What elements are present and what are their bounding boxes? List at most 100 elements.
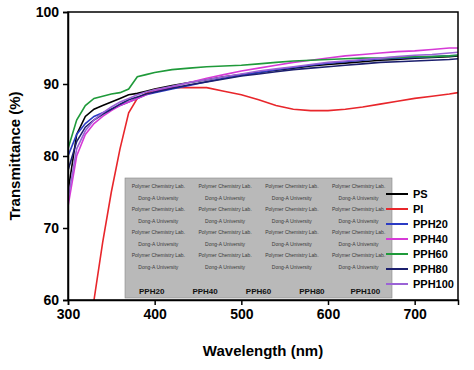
legend: PS PI PPH20 PPH40 PPH60 PPH80 PPH100 xyxy=(386,188,454,290)
inset-text: Dong-A University xyxy=(339,241,380,247)
series-line xyxy=(68,59,458,171)
legend-label: PPH100 xyxy=(413,278,454,290)
tick-mark xyxy=(154,300,156,305)
tick-label: 300 xyxy=(57,306,81,322)
tick: 400 xyxy=(143,300,167,322)
tick-label: 90 xyxy=(43,76,59,92)
inset-text: Dong-A University xyxy=(138,195,179,201)
inset-label: PPH40 xyxy=(192,287,218,296)
inset-text: Polymer Chemistry Lab. xyxy=(198,252,251,258)
tick-label: 60 xyxy=(43,292,59,308)
legend-label: PPH80 xyxy=(413,263,448,275)
axis-line xyxy=(63,13,69,301)
inset-text: Polymer Chemistry Lab. xyxy=(198,183,251,189)
inset-text: Dong-A University xyxy=(339,218,380,224)
inset-text: Polymer Chemistry Lab. xyxy=(265,229,318,235)
inset-label: PPH60 xyxy=(246,287,272,296)
tick-label: 500 xyxy=(230,306,254,322)
legend-swatch xyxy=(386,223,408,225)
tick-mark xyxy=(63,12,68,14)
legend-label: PI xyxy=(413,203,423,215)
tick: 60 xyxy=(43,292,68,308)
inset-text: Dong-A University xyxy=(205,264,246,270)
legend-label: PPH60 xyxy=(413,248,448,260)
inset-text: Polymer Chemistry Lab. xyxy=(332,229,385,235)
tick-label: 80 xyxy=(43,148,59,164)
inset-text: Dong-A University xyxy=(339,264,380,270)
inset-text: Polymer Chemistry Lab. xyxy=(132,229,185,235)
legend-label: PS xyxy=(413,188,428,200)
legend-item: PI xyxy=(386,203,423,215)
tick: 70 xyxy=(43,220,68,236)
inset-text: Polymer Chemistry Lab. xyxy=(198,206,251,212)
inset-photo xyxy=(125,178,392,298)
inset-label: PPH100 xyxy=(350,287,380,296)
tick-mark xyxy=(63,228,68,230)
legend-item: PPH40 xyxy=(386,233,448,245)
tick-mark xyxy=(63,84,68,86)
legend-label: PPH40 xyxy=(413,233,448,245)
tick-label: 400 xyxy=(143,306,167,322)
legend-item: PPH80 xyxy=(386,263,448,275)
tick-mark xyxy=(328,300,330,305)
legend-swatch xyxy=(386,238,408,240)
inset-text: Polymer Chemistry Lab. xyxy=(132,206,185,212)
series-line xyxy=(68,52,458,199)
inset-text: Dong-A University xyxy=(205,195,246,201)
tick: 100 xyxy=(36,4,68,20)
inset-text: Polymer Chemistry Lab. xyxy=(265,206,318,212)
chart: Polymer Chemistry Lab. Dong-A University P… xyxy=(0,0,474,370)
tick-label: 100 xyxy=(36,4,60,20)
tick-mark xyxy=(241,300,243,305)
axis-line xyxy=(69,301,459,306)
y-axis-title: Transmittance (%) xyxy=(6,91,23,220)
inset-text: Dong-A University xyxy=(205,241,246,247)
inset-text: Dong-A University xyxy=(138,218,179,224)
inset-text: Dong-A University xyxy=(272,264,313,270)
legend-item: PPH60 xyxy=(386,248,448,260)
tick-label: 700 xyxy=(403,306,427,322)
tick-mark xyxy=(63,156,68,158)
inset: Polymer Chemistry Lab. Dong-A University P… xyxy=(125,178,392,298)
legend-item: PPH100 xyxy=(386,278,454,290)
legend-item: PS xyxy=(386,188,428,200)
tick: 80 xyxy=(43,148,68,164)
tick-mark xyxy=(63,300,68,302)
legend-swatch xyxy=(386,208,408,210)
tick: 500 xyxy=(230,300,254,322)
tick: 600 xyxy=(317,300,341,322)
inset-text: Polymer Chemistry Lab. xyxy=(332,206,385,212)
series-line xyxy=(68,55,458,149)
inset-text: Dong-A University xyxy=(272,218,313,224)
x-axis: 300 400 500 600 700 xyxy=(57,300,459,322)
legend-swatch xyxy=(386,268,408,270)
tick-label: 70 xyxy=(43,220,59,236)
tick: 90 xyxy=(43,76,68,92)
inset-label: PPH20 xyxy=(139,287,165,296)
series-line xyxy=(68,48,458,206)
y-axis: 60 70 80 90 100 xyxy=(36,4,69,308)
lines xyxy=(68,48,458,300)
x-axis-title: Wavelength (nm) xyxy=(203,342,323,359)
series-line xyxy=(94,88,458,300)
inset-text: Polymer Chemistry Lab. xyxy=(132,252,185,258)
inset-text: Dong-A University xyxy=(339,195,380,201)
plot-frame xyxy=(68,12,458,300)
legend-swatch xyxy=(386,283,408,285)
tick: 700 xyxy=(403,300,427,322)
plot: Polymer Chemistry Lab. Dong-A University P… xyxy=(36,4,459,322)
inset-text: Dong-A University xyxy=(272,195,313,201)
inset-text: Dong-A University xyxy=(205,218,246,224)
inset-text: Polymer Chemistry Lab. xyxy=(198,229,251,235)
inset-text: Dong-A University xyxy=(272,241,313,247)
inset-text: Dong-A University xyxy=(138,241,179,247)
inset-text: Polymer Chemistry Lab. xyxy=(332,183,385,189)
legend-item: PPH20 xyxy=(386,218,448,230)
inset-text: Polymer Chemistry Lab. xyxy=(132,183,185,189)
inset-text: Polymer Chemistry Lab. xyxy=(332,252,385,258)
inset-label: PPH80 xyxy=(299,287,325,296)
tick-label: 600 xyxy=(317,306,341,322)
tick-mark xyxy=(414,300,416,305)
tick: 300 xyxy=(57,300,81,322)
inset-text: Dong-A University xyxy=(138,264,179,270)
